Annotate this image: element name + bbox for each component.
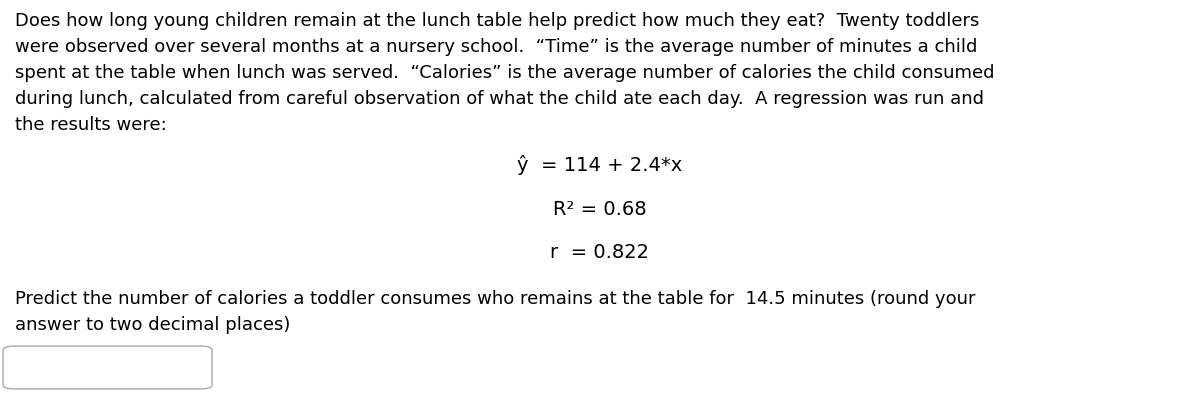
Text: r  = 0.822: r = 0.822 <box>551 243 649 262</box>
Text: Predict the number of calories a toddler consumes who remains at the table for  : Predict the number of calories a toddler… <box>14 290 976 308</box>
Text: during lunch, calculated from careful observation of what the child ate each day: during lunch, calculated from careful ob… <box>14 90 984 108</box>
Text: R² = 0.68: R² = 0.68 <box>553 200 647 219</box>
FancyBboxPatch shape <box>4 346 212 389</box>
Text: answer to two decimal places): answer to two decimal places) <box>14 316 290 334</box>
Text: Does how long young children remain at the lunch table help predict how much the: Does how long young children remain at t… <box>14 12 979 30</box>
Text: spent at the table when lunch was served.  “Calories” is the average number of c: spent at the table when lunch was served… <box>14 64 995 82</box>
Text: the results were:: the results were: <box>14 116 167 134</box>
Text: were observed over several months at a nursery school.  “Time” is the average nu: were observed over several months at a n… <box>14 38 977 56</box>
Text: ŷ  = 114 + 2.4*x: ŷ = 114 + 2.4*x <box>517 155 683 175</box>
